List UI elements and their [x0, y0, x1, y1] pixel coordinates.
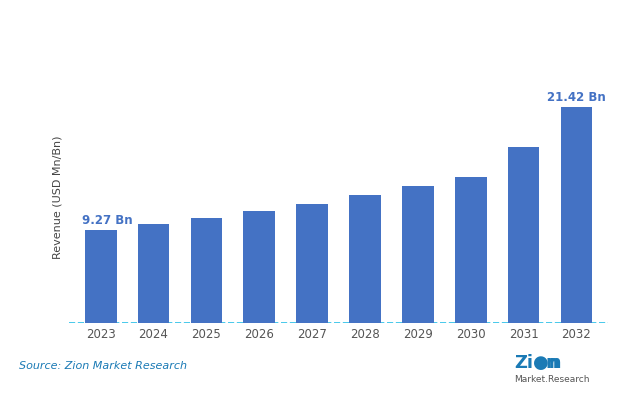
Text: Zi●n: Zi●n: [514, 354, 562, 372]
Bar: [138, 224, 169, 323]
Bar: [85, 230, 117, 323]
Bar: [455, 177, 487, 323]
Text: Global Industrial Ethernet Market,: Global Industrial Ethernet Market,: [19, 19, 366, 37]
Y-axis label: Revenue (USD Mn/Bn): Revenue (USD Mn/Bn): [52, 135, 62, 259]
Text: 9.27 Bn: 9.27 Bn: [82, 214, 133, 227]
Bar: [561, 107, 593, 323]
Text: 2024-2032 (USD Billion): 2024-2032 (USD Billion): [307, 19, 513, 37]
Text: n: n: [545, 354, 558, 372]
Text: Source: Zion Market Research: Source: Zion Market Research: [19, 361, 187, 371]
Bar: [191, 217, 223, 323]
Text: CAGR : 9.75%: CAGR : 9.75%: [105, 93, 221, 108]
Bar: [349, 195, 381, 323]
Text: Market.Research: Market.Research: [514, 375, 589, 384]
Bar: [243, 211, 275, 323]
Bar: [508, 147, 539, 323]
Bar: [402, 186, 434, 323]
Bar: [297, 204, 328, 323]
Text: 21.42 Bn: 21.42 Bn: [547, 91, 606, 104]
